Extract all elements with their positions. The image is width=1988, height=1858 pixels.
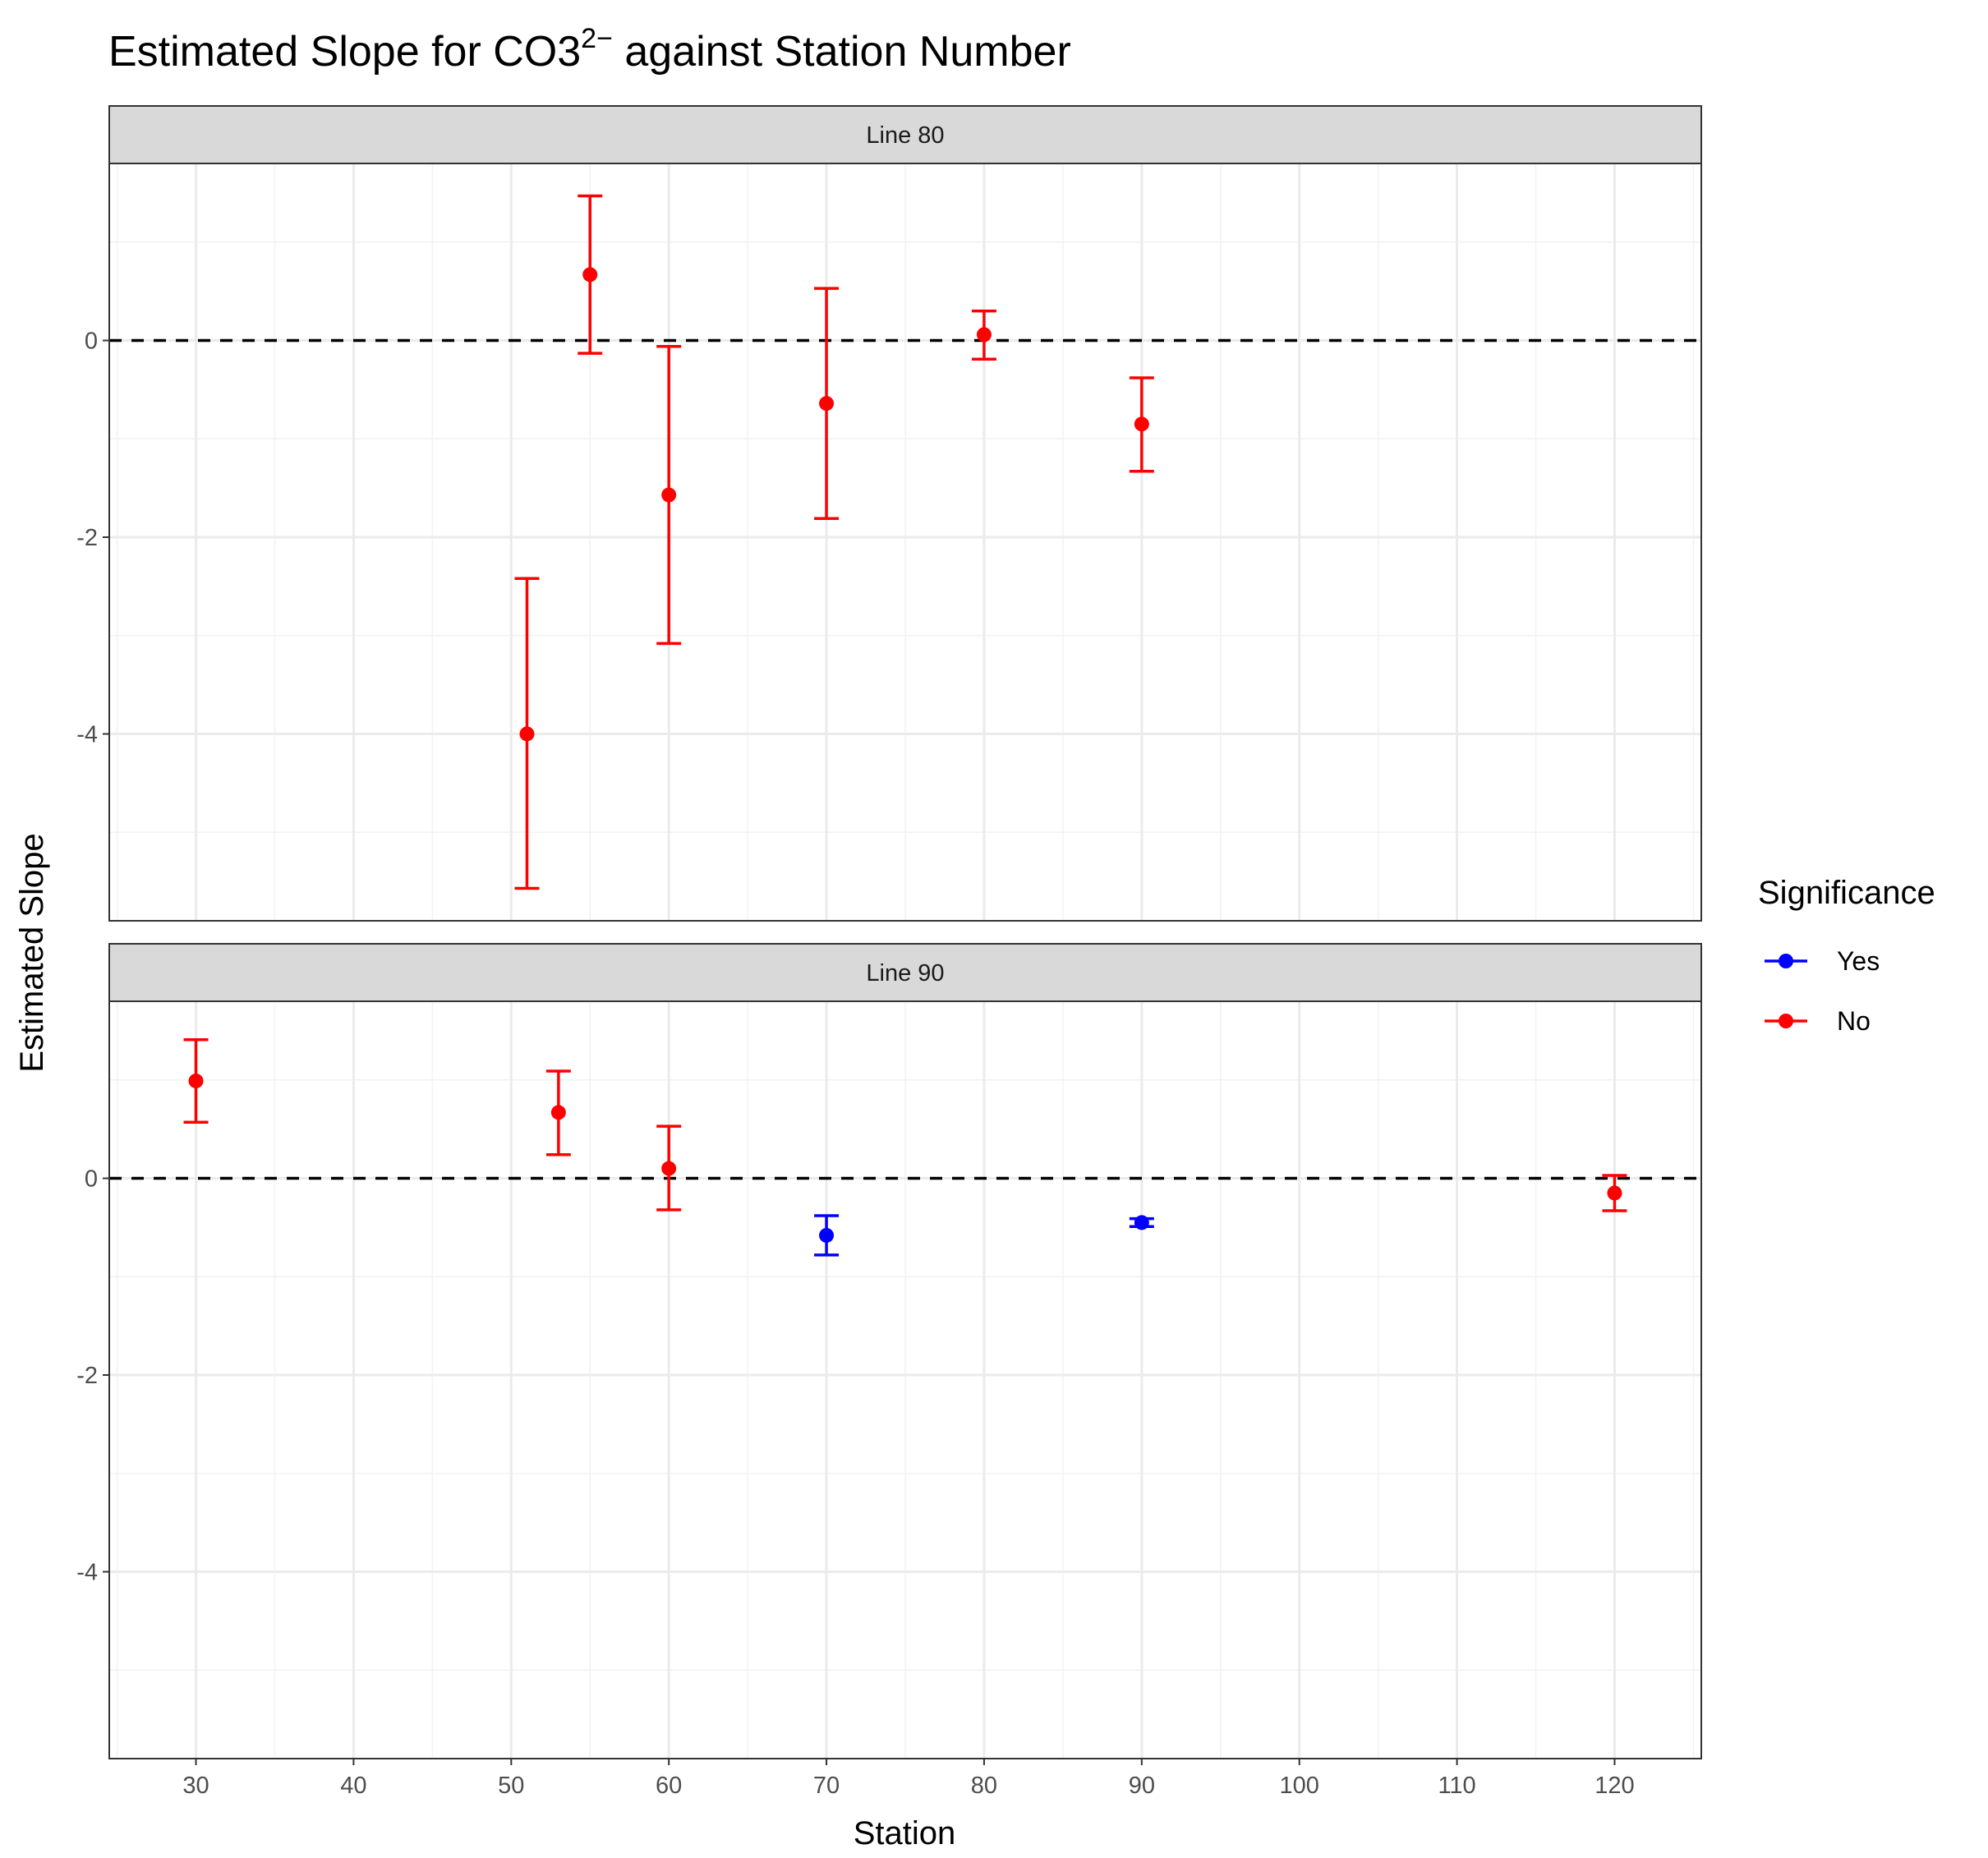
x-axis-title: Station: [854, 1815, 956, 1851]
panel-1: Line 80 -4 -2 0: [76, 105, 1702, 922]
x-tick-label: 70: [813, 1773, 840, 1799]
data-point: [1607, 1185, 1622, 1201]
data-point: [661, 1161, 677, 1176]
x-tick-label: 90: [1129, 1773, 1155, 1799]
y-tick-label: -2: [76, 525, 98, 551]
data-point: [1134, 1215, 1149, 1230]
legend-entry: No: [1765, 1006, 1871, 1036]
data-point: [661, 487, 677, 503]
legend-key-point: [1779, 1014, 1793, 1028]
x-tick-label: 80: [971, 1773, 997, 1799]
data-point: [519, 726, 535, 742]
legend-title: Significance: [1758, 875, 1935, 911]
legend-key-point: [1779, 954, 1793, 968]
facet-strip-label: Line 90: [866, 960, 944, 986]
data-point: [582, 267, 598, 283]
x-tick-label: 30: [182, 1773, 209, 1799]
legend: Significance Yes No: [1758, 875, 1935, 1036]
data-point: [819, 1227, 835, 1243]
data-point: [550, 1105, 566, 1120]
x-tick-label: 50: [498, 1773, 524, 1799]
y-tick-label: -4: [76, 721, 98, 747]
panel-border: [108, 163, 1702, 922]
x-tick-label: 40: [340, 1773, 366, 1799]
x-tick-label: 60: [656, 1773, 682, 1799]
facet-strip: [108, 105, 1702, 164]
data-point: [1134, 416, 1149, 432]
y-tick-label: 0: [85, 1166, 98, 1193]
x-tick-label: 120: [1595, 1773, 1634, 1799]
data-point: [188, 1073, 204, 1088]
facet-strip-label: Line 80: [866, 122, 944, 149]
y-axis-title: Estimated Slope: [14, 833, 50, 1072]
chart-title: Estimated Slope for CO32− against Statio…: [108, 23, 1071, 76]
panels: Line 80 -4 -2 0 Line 90 -4 -2 0: [76, 105, 1702, 1759]
x-tick-label: 110: [1438, 1773, 1475, 1799]
y-tick-label: 0: [85, 329, 98, 355]
facet-strip: [108, 943, 1702, 1002]
y-tick-label: -2: [76, 1363, 98, 1389]
x-axis: 30 40 50 60 70 80 90 100 110 120: [182, 1759, 1635, 1799]
panel-border: [108, 1000, 1702, 1759]
legend-entry: Yes: [1765, 946, 1880, 976]
panel-2: Line 90 -4 -2 0: [76, 943, 1702, 1759]
y-tick-label: -4: [76, 1559, 98, 1585]
legend-label: No: [1837, 1006, 1871, 1036]
legend-label: Yes: [1837, 946, 1880, 976]
x-tick-label: 100: [1280, 1773, 1319, 1799]
data-point: [976, 327, 992, 343]
data-point: [819, 396, 835, 412]
